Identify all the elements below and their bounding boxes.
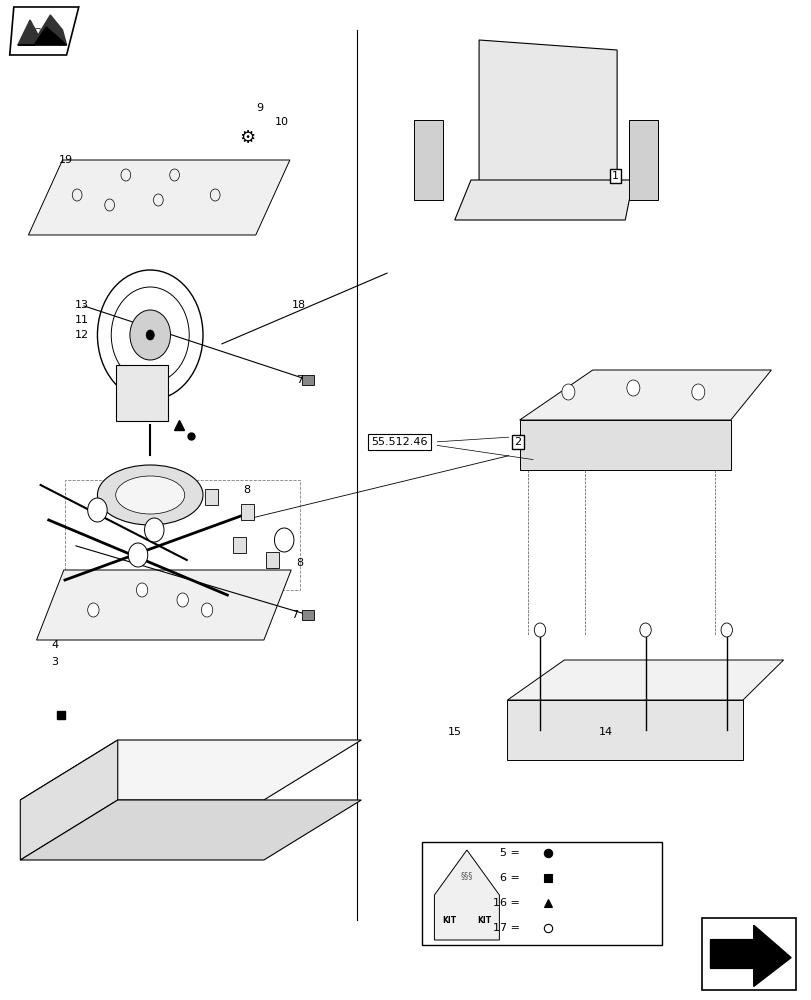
Text: 7: 7 xyxy=(290,610,298,620)
Text: 4: 4 xyxy=(51,640,58,650)
Circle shape xyxy=(561,384,574,400)
Text: 55.512.46: 55.512.46 xyxy=(371,437,427,447)
Polygon shape xyxy=(18,15,67,45)
Ellipse shape xyxy=(115,476,184,514)
Circle shape xyxy=(201,603,212,617)
Text: 16 =: 16 = xyxy=(492,898,519,908)
Polygon shape xyxy=(434,850,499,940)
Bar xyxy=(302,375,314,385)
Text: 🏔: 🏔 xyxy=(34,26,41,36)
Text: KIT: KIT xyxy=(441,916,456,925)
Bar xyxy=(422,842,661,945)
Text: 12: 12 xyxy=(75,330,88,340)
Circle shape xyxy=(626,380,639,396)
Polygon shape xyxy=(18,27,67,45)
Text: KIT: KIT xyxy=(477,916,491,925)
Bar xyxy=(241,504,254,520)
Polygon shape xyxy=(507,660,783,700)
Text: 8: 8 xyxy=(243,485,251,495)
Polygon shape xyxy=(519,420,730,470)
Text: 17 =: 17 = xyxy=(492,923,519,933)
Polygon shape xyxy=(20,800,361,860)
Bar xyxy=(204,489,217,505)
Text: 14: 14 xyxy=(599,727,612,737)
Circle shape xyxy=(177,593,188,607)
Polygon shape xyxy=(629,120,657,200)
Circle shape xyxy=(144,518,164,542)
Circle shape xyxy=(88,498,107,522)
Text: 6 =: 6 = xyxy=(500,873,519,883)
Text: 2: 2 xyxy=(514,437,521,447)
Text: 5 =: 5 = xyxy=(500,848,519,858)
Text: 13: 13 xyxy=(75,300,88,310)
Polygon shape xyxy=(36,570,291,640)
Text: 8: 8 xyxy=(296,558,303,568)
Text: 3: 3 xyxy=(51,657,58,667)
Text: 1: 1 xyxy=(611,171,618,181)
Text: 7: 7 xyxy=(296,375,303,385)
Bar xyxy=(702,918,795,990)
Polygon shape xyxy=(28,160,290,235)
Polygon shape xyxy=(454,180,633,220)
Text: 18: 18 xyxy=(292,300,306,310)
Polygon shape xyxy=(710,925,790,986)
Polygon shape xyxy=(414,120,442,200)
Circle shape xyxy=(136,583,148,597)
Ellipse shape xyxy=(97,465,203,525)
Polygon shape xyxy=(519,370,770,420)
Text: ⚙: ⚙ xyxy=(239,129,255,147)
Text: 10: 10 xyxy=(274,117,288,127)
Text: §§§: §§§ xyxy=(460,871,473,880)
Circle shape xyxy=(130,310,170,360)
Circle shape xyxy=(691,384,704,400)
Bar xyxy=(65,480,300,590)
Text: 9: 9 xyxy=(256,103,264,113)
Circle shape xyxy=(534,623,545,637)
Text: 11: 11 xyxy=(75,315,88,325)
Text: 15: 15 xyxy=(448,727,461,737)
Polygon shape xyxy=(20,740,361,800)
Circle shape xyxy=(88,603,99,617)
Polygon shape xyxy=(20,740,118,860)
Text: 19: 19 xyxy=(58,155,72,165)
Polygon shape xyxy=(478,40,616,190)
Bar xyxy=(302,610,314,620)
Circle shape xyxy=(639,623,650,637)
Polygon shape xyxy=(507,700,742,760)
Bar xyxy=(265,552,278,568)
Circle shape xyxy=(720,623,732,637)
Circle shape xyxy=(128,543,148,567)
Circle shape xyxy=(274,528,294,552)
Bar xyxy=(115,365,169,420)
Bar xyxy=(233,537,246,553)
Circle shape xyxy=(146,330,154,340)
